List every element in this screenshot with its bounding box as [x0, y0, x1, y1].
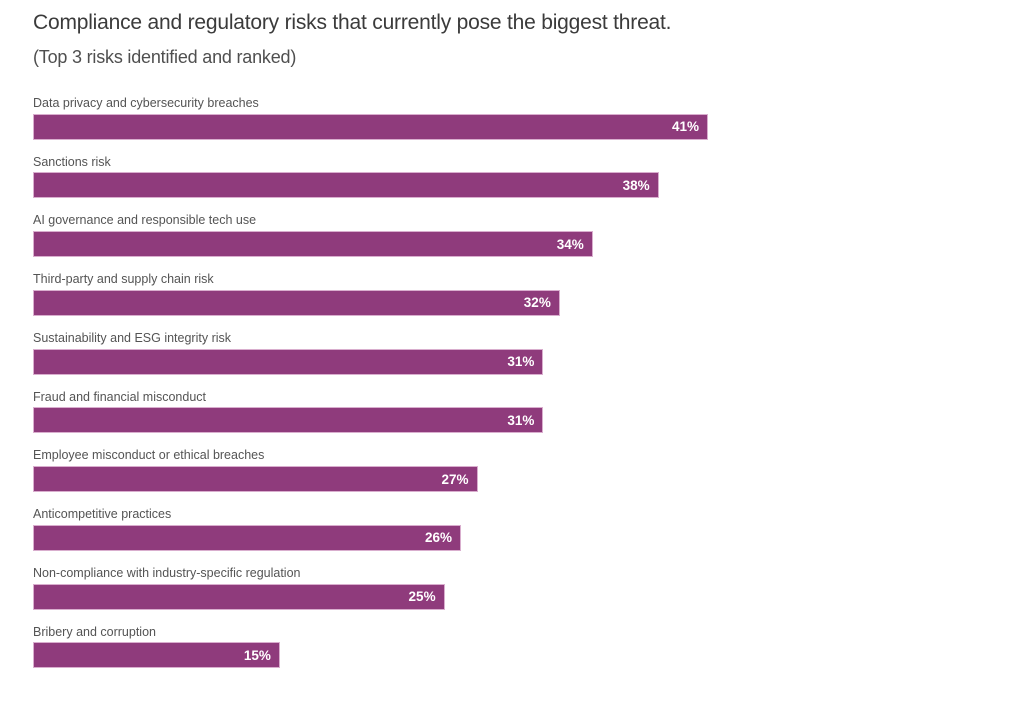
category-label: AI governance and responsible tech use [33, 213, 257, 228]
category-label: Fraud and financial misconduct [33, 389, 207, 404]
bar-value-label: 31% [507, 354, 535, 370]
chart-rows: Data privacy and cybersecurity breaches … [33, 95, 708, 669]
bar-value-label: 31% [507, 412, 535, 428]
chart-row: Sustainability and ESG integrity risk 31… [33, 330, 708, 375]
bar-value-label: 15% [243, 647, 271, 663]
bar: 27% [33, 466, 478, 493]
category-label: Third-party and supply chain risk [33, 272, 214, 287]
chart-row: Sanctions risk 38% [33, 154, 708, 199]
bar: 38% [33, 172, 659, 199]
bar: 15% [33, 642, 280, 669]
bar-value-label: 32% [523, 295, 551, 311]
chart-row: Employee misconduct or ethical breaches … [33, 448, 708, 493]
chart-row: Anticompetitive practices 26% [33, 507, 708, 551]
bar: 41% [33, 113, 708, 140]
bar-value-label: 38% [622, 177, 650, 193]
bar-value-label: 25% [408, 589, 436, 605]
bar-value-label: 27% [441, 471, 469, 487]
bar: 26% [33, 524, 462, 551]
chart-title: Compliance and regulatory risks that cur… [33, 11, 672, 34]
chart-row: Fraud and financial misconduct 31% [33, 389, 708, 434]
chart-row: AI governance and responsible tech use 3… [33, 213, 708, 258]
category-label: Non-compliance with industry-specific re… [33, 565, 301, 580]
category-label: Anticompetitive practices [33, 507, 172, 522]
chart-row: Third-party and supply chain risk 32% [33, 272, 708, 316]
bar: 31% [33, 407, 544, 434]
chart-row: Bribery and corruption 15% [33, 624, 708, 669]
bar-value-label: 26% [425, 530, 453, 546]
chart-subtitle: (Top 3 risks identified and ranked) [33, 47, 297, 68]
category-label: Sustainability and ESG integrity risk [33, 330, 232, 345]
bar: 25% [33, 583, 445, 610]
bar: 32% [33, 289, 560, 316]
category-label: Employee misconduct or ethical breaches [33, 448, 265, 463]
chart-row: Data privacy and cybersecurity breaches … [33, 95, 708, 140]
chart-row: Non-compliance with industry-specific re… [33, 565, 708, 610]
category-label: Sanctions risk [33, 154, 111, 169]
bar-value-label: 34% [556, 236, 584, 252]
bar-value-label: 41% [671, 119, 699, 135]
category-label: Bribery and corruption [33, 624, 156, 639]
bar: 34% [33, 231, 593, 258]
bar: 31% [33, 348, 544, 375]
category-label: Data privacy and cybersecurity breaches [33, 95, 259, 110]
bar-chart: Compliance and regulatory risks that cur… [33, 11, 993, 684]
